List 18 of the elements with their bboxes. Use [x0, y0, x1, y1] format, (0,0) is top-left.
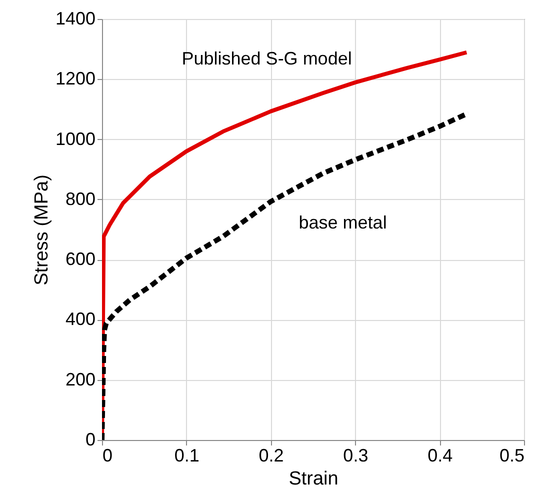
x-axis-title: Strain [288, 468, 338, 490]
y-tick-label: 0 [85, 430, 96, 450]
series-label: Published S-G model [182, 48, 352, 68]
series-label: base metal [298, 212, 387, 233]
x-tick-label: 0.1 [174, 446, 200, 466]
y-tick-label: 200 [65, 369, 96, 390]
x-tick-label: 0.4 [428, 446, 453, 466]
y-tick-label: 1200 [55, 68, 96, 89]
y-tick-label: 800 [65, 188, 96, 209]
y-tick-label: 600 [65, 249, 96, 270]
x-tick-label: 0 [102, 446, 113, 466]
x-tick-label: 0.3 [343, 446, 368, 466]
y-tick-label: 400 [65, 309, 96, 330]
x-tick-label: 0.5 [499, 446, 524, 466]
y-tick-label: 1000 [55, 128, 96, 149]
y-axis-title: Stress (MPa) [31, 174, 52, 286]
x-tick-label: 0.2 [258, 446, 284, 466]
y-tick-label: 1400 [55, 8, 96, 28]
